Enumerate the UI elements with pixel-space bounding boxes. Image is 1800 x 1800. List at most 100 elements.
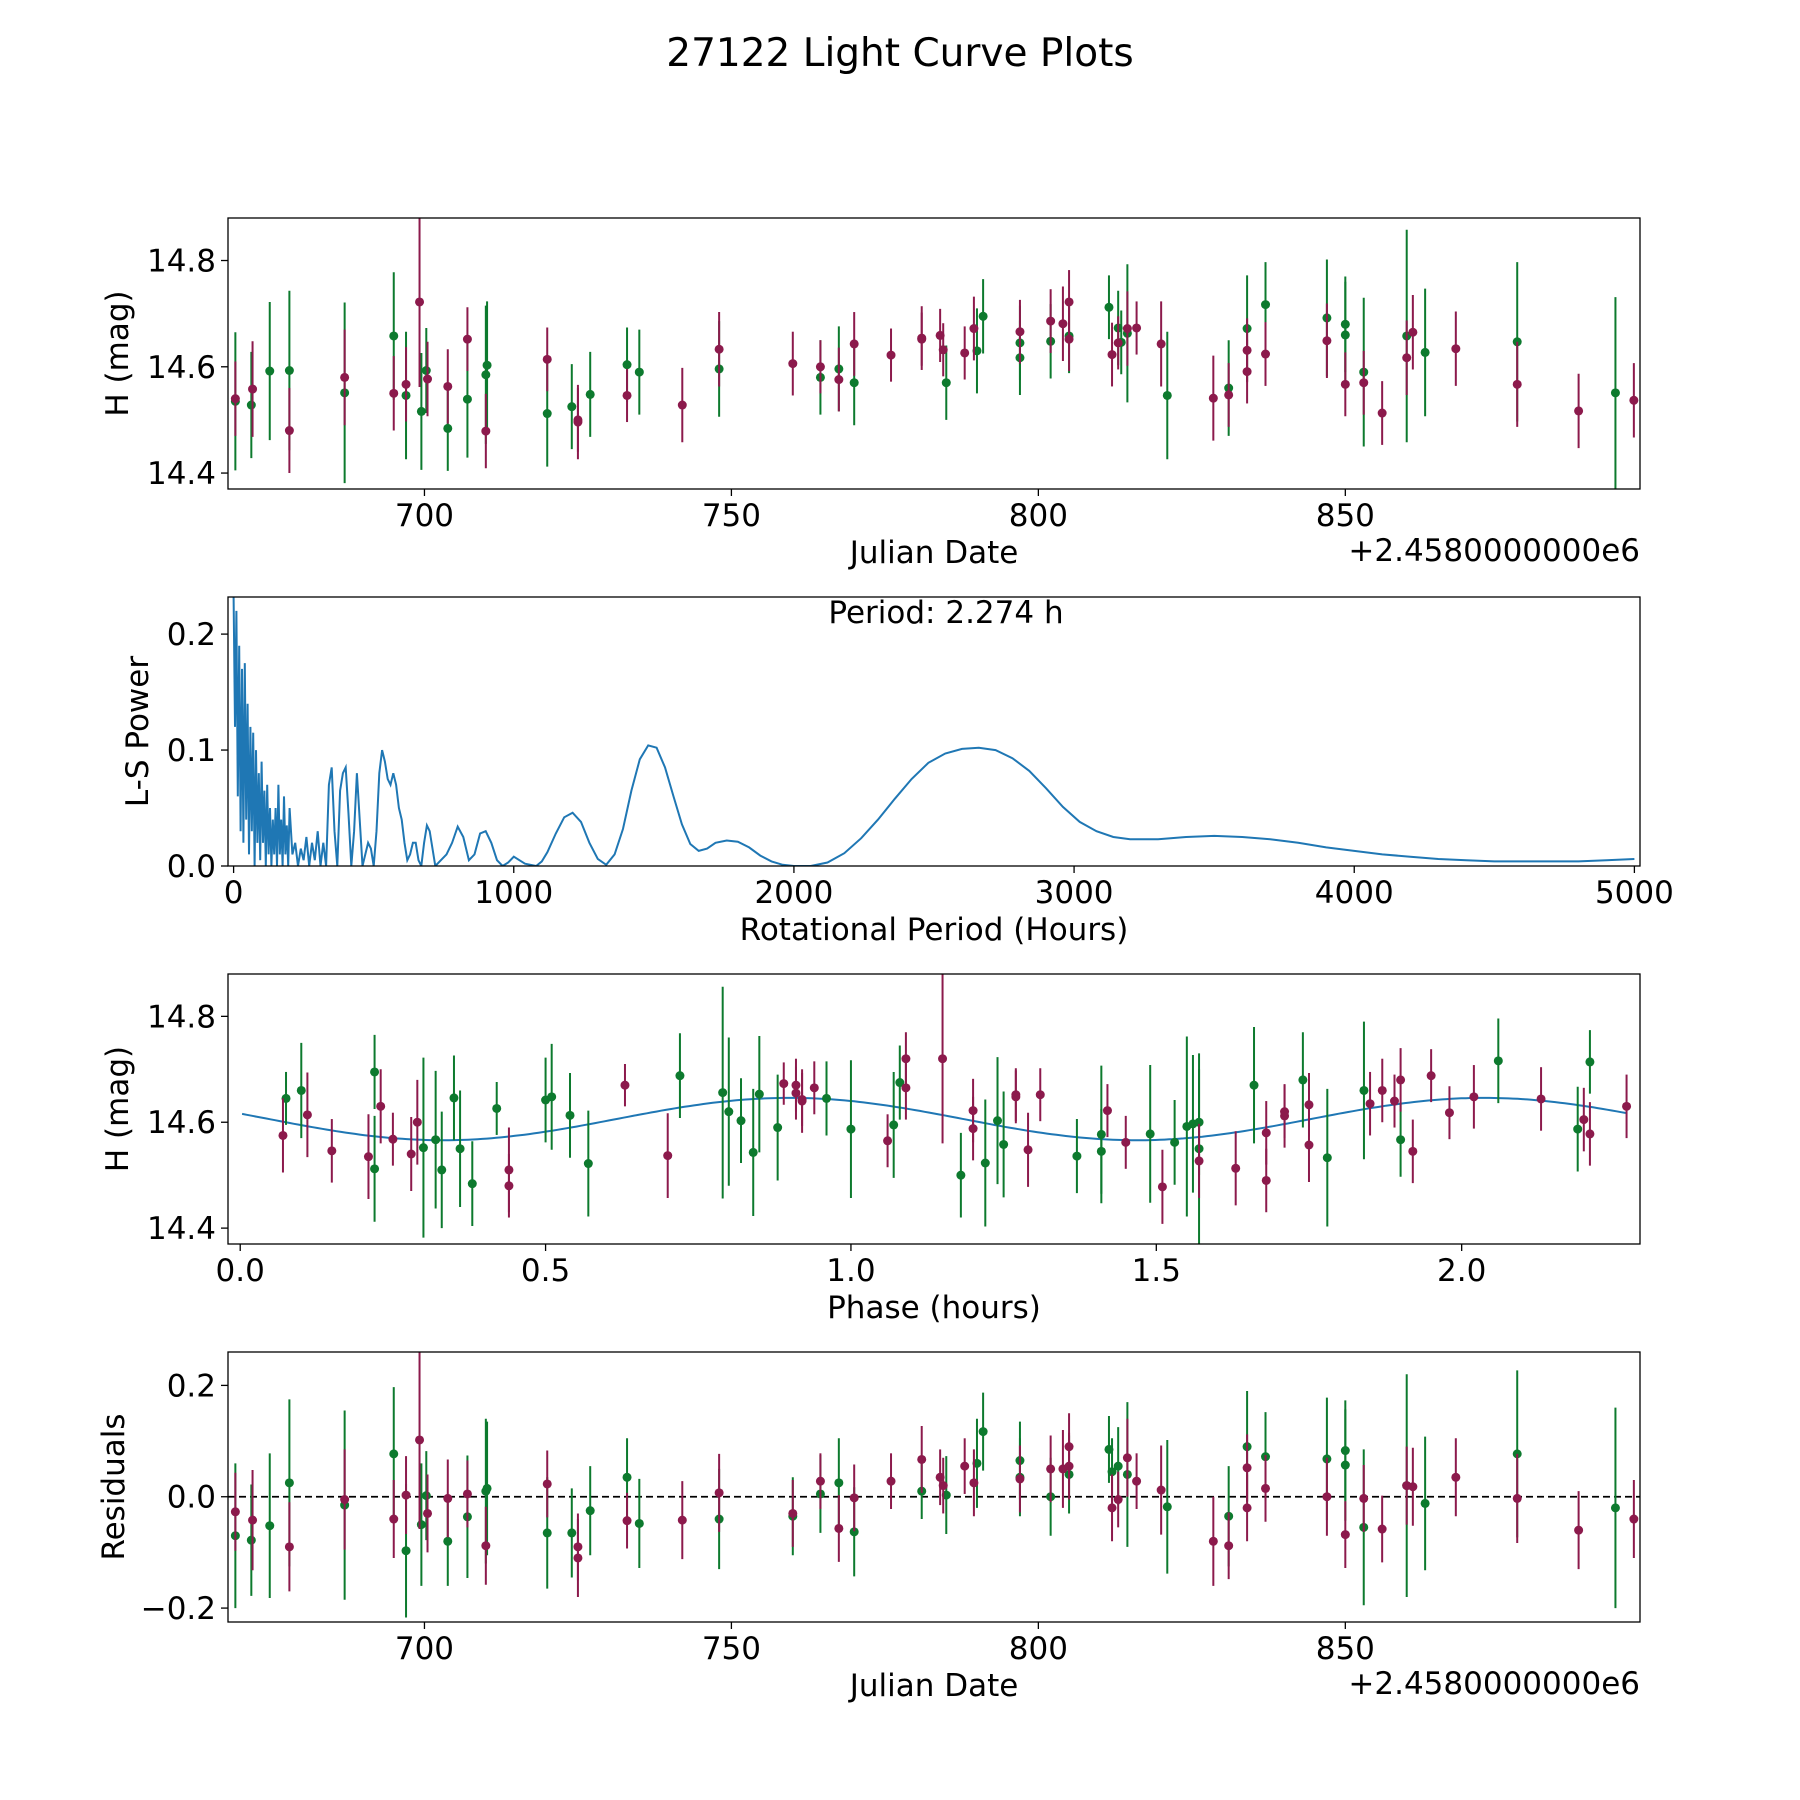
maroon-data-point	[1451, 1472, 1461, 1482]
green-data-point	[284, 366, 294, 376]
green-data-point	[1104, 302, 1114, 312]
model-fit-curve	[241, 1096, 1627, 1142]
maroon-data-point	[834, 375, 844, 385]
green-data-point	[822, 1093, 832, 1103]
maroon-data-point	[1426, 1071, 1436, 1081]
maroon-data-point	[788, 1508, 798, 1518]
maroon-data-point	[1408, 327, 1418, 337]
maroon-data-point	[230, 394, 240, 404]
residuals-panel: 700 750 800 850 −0.2 0.0 0.2 Julian Date Resid…	[96, 1351, 1641, 1704]
maroon-data-point	[389, 1514, 399, 1524]
maroon-data-point	[1132, 1476, 1142, 1486]
green-data-point	[492, 1103, 502, 1113]
maroon-data-point	[1046, 1464, 1056, 1474]
maroon-data-point	[302, 1110, 312, 1120]
green-data-point	[421, 366, 431, 376]
maroon-data-point	[1242, 367, 1252, 377]
phased-curve-plot-area: 0.0 0.5 1.0 1.5 2.0 14.4 14.6 14.8	[147, 973, 1641, 1289]
maroon-data-point	[886, 1476, 896, 1486]
maroon-data-point	[1280, 1107, 1290, 1117]
maroon-data-point	[1377, 1524, 1387, 1534]
green-data-point	[1493, 1056, 1503, 1066]
maroon-data-point	[1536, 1094, 1546, 1104]
green-data-point	[389, 1449, 399, 1459]
green-data-point	[1113, 1461, 1123, 1471]
periodogram-xlabel: Rotational Period (Hours)	[740, 912, 1129, 948]
maroon-data-point	[901, 1083, 911, 1093]
maroon-data-point	[284, 1542, 294, 1552]
maroon-data-point	[1122, 1453, 1132, 1463]
green-data-point	[1340, 319, 1350, 329]
maroon-data-point	[1261, 1128, 1271, 1138]
residuals-plot-area: 700 750 800 850 −0.2 0.0 0.2	[141, 1351, 1641, 1667]
maroon-data-point	[401, 1490, 411, 1500]
maroon-data-point	[791, 1088, 801, 1098]
maroon-data-point	[677, 1515, 687, 1525]
maroon-data-point	[815, 362, 825, 372]
light-curve-ylabel: H (mag)	[100, 290, 136, 416]
maroon-data-point	[1322, 336, 1332, 346]
green-data-point	[846, 1124, 856, 1134]
x-tick-label: 5000	[1595, 875, 1674, 911]
green-data-point	[418, 1143, 428, 1153]
y-tick-label: 0.2	[167, 1368, 216, 1404]
maroon-data-point	[1261, 1175, 1271, 1185]
period-annotation: Period: 2.274 h	[828, 595, 1063, 631]
maroon-data-point	[1113, 1495, 1123, 1505]
maroon-data-point	[1015, 327, 1025, 337]
x-tick-label: 1.5	[1132, 1253, 1181, 1289]
maroon-data-point	[1359, 378, 1369, 388]
maroon-data-point	[1365, 1099, 1375, 1109]
maroon-data-point	[1444, 1108, 1454, 1118]
x-tick-label: 2000	[754, 875, 833, 911]
maroon-data-point	[443, 1493, 453, 1503]
maroon-data-point	[423, 374, 433, 384]
green-data-point	[1162, 1502, 1172, 1512]
green-data-point	[585, 1506, 595, 1516]
green-data-point	[1573, 1124, 1583, 1134]
green-data-point	[583, 1159, 593, 1169]
green-data-point	[1322, 1153, 1332, 1163]
maroon-data-point	[886, 350, 896, 360]
green-data-point	[978, 1427, 988, 1437]
maroon-data-point	[1156, 1485, 1166, 1495]
residuals-x-offset: +2.4580000000e6	[1348, 1666, 1640, 1702]
x-tick-label: 0.0	[216, 1253, 265, 1289]
green-data-point	[481, 370, 491, 380]
green-data-point	[675, 1071, 685, 1081]
periodogram-line	[232, 597, 1635, 866]
maroon-data-point	[809, 1083, 819, 1093]
x-tick-label: 700	[395, 1631, 454, 1667]
maroon-data-point	[1011, 1092, 1021, 1102]
green-data-point	[542, 1528, 552, 1538]
green-data-point	[443, 1536, 453, 1546]
maroon-data-point	[1107, 1503, 1117, 1513]
x-tick-label: 0	[224, 875, 244, 911]
green-data-point	[421, 1491, 431, 1501]
green-data-point	[889, 1120, 899, 1130]
plot-content	[228, 1352, 1640, 1618]
maroon-data-point	[1340, 379, 1350, 389]
maroon-data-point	[462, 1489, 472, 1499]
maroon-data-point	[284, 426, 294, 436]
maroon-data-point	[1261, 349, 1271, 359]
maroon-data-point	[1035, 1090, 1045, 1100]
green-data-point	[1107, 1467, 1117, 1477]
green-data-point	[718, 1088, 728, 1098]
maroon-data-point	[1224, 390, 1234, 400]
green-data-point	[401, 1546, 411, 1556]
green-data-point	[462, 394, 472, 404]
maroon-data-point	[1121, 1137, 1131, 1147]
green-data-point	[999, 1139, 1009, 1149]
green-data-point	[849, 1527, 859, 1537]
green-data-point	[1420, 347, 1430, 357]
maroon-data-point	[1377, 1085, 1387, 1095]
y-tick-label: 14.4	[147, 1211, 216, 1247]
green-data-point	[634, 1518, 644, 1528]
maroon-data-point	[1242, 1503, 1252, 1513]
y-tick-label: 14.6	[147, 1105, 216, 1141]
residuals-ylabel: Residuals	[96, 1413, 132, 1560]
green-data-point	[296, 1085, 306, 1095]
maroon-data-point	[1408, 1146, 1418, 1156]
x-tick-label: 2.0	[1437, 1253, 1486, 1289]
